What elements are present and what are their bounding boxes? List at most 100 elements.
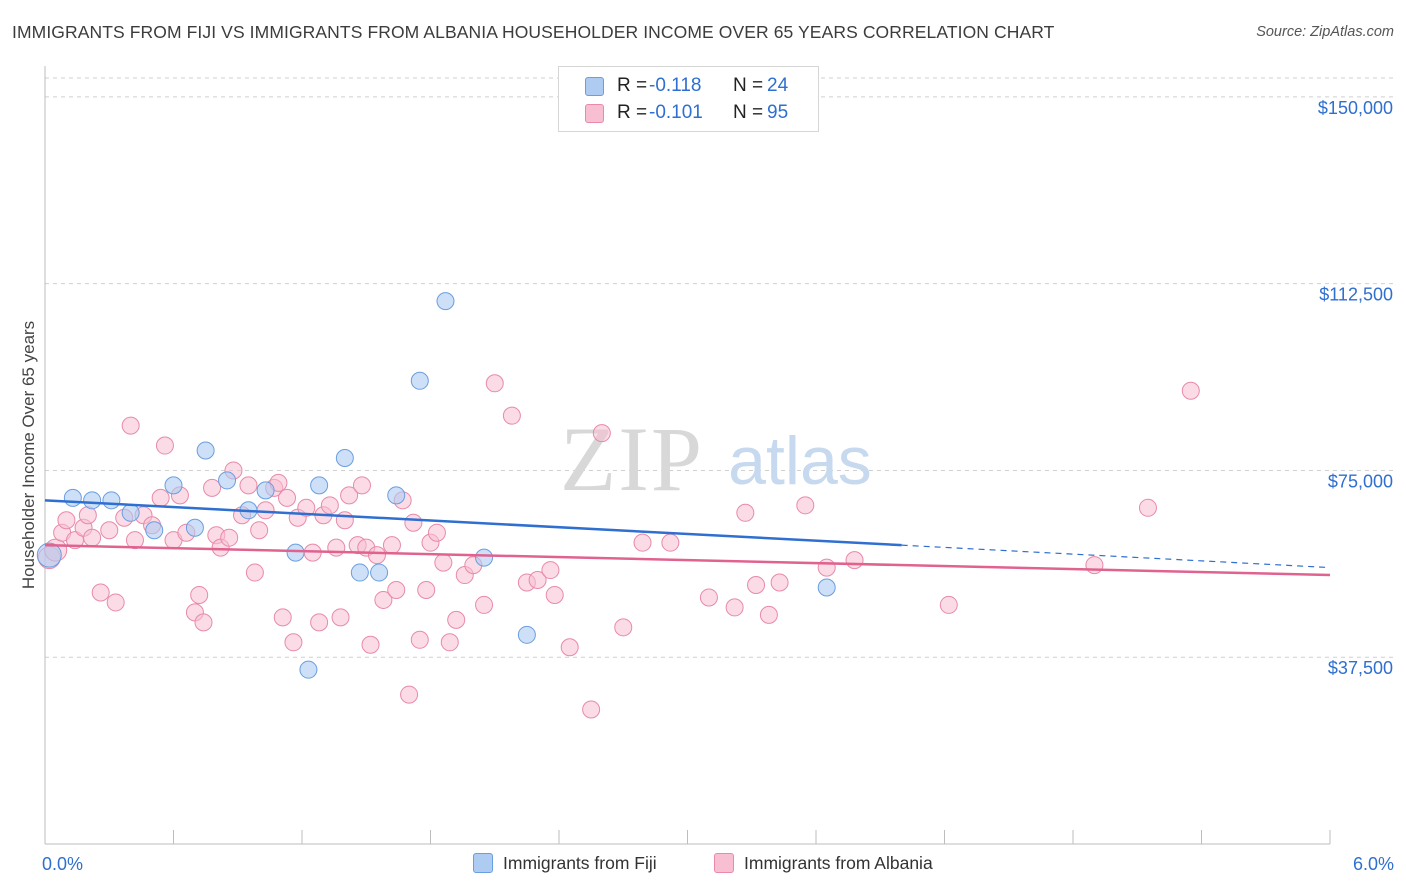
- legend-r-label: R =: [617, 102, 648, 123]
- legend-swatch-albania: [585, 104, 604, 123]
- axes: [44, 66, 1331, 845]
- albania-point: [106, 593, 125, 612]
- albania-point: [100, 521, 119, 540]
- albania-point: [256, 501, 275, 520]
- y-axis-title: Householder Income Over 65 years: [19, 321, 38, 589]
- fiji-point: [370, 563, 389, 582]
- albania-point: [770, 573, 789, 592]
- albania-point: [340, 486, 359, 505]
- legend-n-value-fiji: 24: [767, 75, 789, 96]
- source-credit: Source: ZipAtlas.com: [1256, 24, 1394, 40]
- x-tick-label-min: 0.0%: [42, 854, 83, 874]
- legend-r-value-fiji: -0.118: [649, 75, 702, 96]
- albania-point: [400, 685, 419, 704]
- albania-point: [796, 496, 815, 515]
- bottom-legend-label-albania: Immigrants from Albania: [744, 853, 933, 873]
- fiji-point: [218, 471, 237, 490]
- albania-point: [194, 613, 213, 632]
- fiji-point: [475, 548, 494, 567]
- trend-lines: [44, 499, 1331, 577]
- bottom-legend-fiji[interactable]: Immigrants from Fiji: [473, 853, 657, 874]
- albania-point: [361, 635, 380, 654]
- albania-point: [57, 511, 76, 530]
- fiji-point: [164, 476, 183, 495]
- albania-point: [387, 580, 406, 599]
- albania-point: [239, 476, 258, 495]
- albania-point: [125, 531, 144, 550]
- albania-point: [121, 416, 140, 435]
- fiji-point: [817, 578, 836, 597]
- albania-point: [545, 585, 564, 604]
- y-tick-label-3: $150,000: [1318, 98, 1393, 118]
- albania-point: [151, 488, 170, 507]
- correlation-legend: R = -0.118 N = 24 R = -0.101 N = 95: [558, 66, 819, 132]
- fiji-point: [335, 449, 354, 467]
- albania-point: [434, 553, 453, 572]
- legend-r-value-albania: -0.101: [649, 102, 703, 123]
- y-tick-label-2: $112,500: [1319, 285, 1393, 305]
- albania-point: [475, 595, 494, 614]
- bottom-legend-swatch-fiji: [473, 853, 493, 873]
- albania-point: [310, 613, 329, 632]
- fiji-point: [286, 543, 305, 562]
- albania-point: [273, 608, 292, 627]
- albania-point: [245, 563, 264, 582]
- albania-point: [633, 533, 652, 552]
- albania-point: [759, 605, 778, 624]
- albania-point: [404, 513, 423, 532]
- albania-point: [367, 546, 386, 565]
- fiji-point: [185, 518, 204, 537]
- albania-point: [592, 424, 611, 443]
- albania-point: [582, 700, 601, 719]
- bottom-legend-albania[interactable]: Immigrants from Albania: [714, 853, 933, 874]
- albania-point: [485, 374, 504, 393]
- albania-point: [1181, 381, 1200, 400]
- fiji-point: [83, 491, 102, 510]
- fiji-point: [299, 660, 318, 679]
- albania-point: [284, 633, 303, 652]
- albania-point: [560, 638, 579, 657]
- albania-point: [440, 633, 459, 652]
- bottom-legend-swatch-albania: [714, 853, 734, 873]
- legend-n-label: N =: [733, 75, 764, 96]
- albania-point: [352, 476, 371, 495]
- albania-point: [203, 478, 222, 497]
- albania-point: [91, 583, 110, 602]
- albania-point: [220, 528, 239, 547]
- albania-point: [614, 618, 633, 637]
- fiji-point: [102, 491, 121, 510]
- albania-point: [1138, 498, 1157, 517]
- albania-point: [327, 538, 346, 557]
- albania-points: [37, 374, 1200, 719]
- watermark: ZIP atlas: [560, 408, 872, 510]
- legend-r-label: R =: [617, 75, 648, 96]
- albania-point: [278, 488, 297, 507]
- albania-point: [845, 551, 864, 570]
- legend-n-value-albania: 95: [767, 102, 789, 123]
- fiji-point: [517, 625, 536, 644]
- albania-point: [817, 558, 836, 577]
- albania-point: [78, 506, 97, 525]
- fiji-trend-line: [44, 499, 902, 547]
- bottom-legend-label-fiji: Immigrants from Fiji: [503, 853, 657, 873]
- albania-point: [541, 561, 560, 580]
- albania-point: [699, 588, 718, 607]
- fiji-point: [145, 521, 164, 540]
- chart-title: IMMIGRANTS FROM FIJI VS IMMIGRANTS FROM …: [12, 22, 1055, 42]
- albania-point: [736, 503, 755, 522]
- albania-point: [374, 590, 393, 609]
- fiji-point: [196, 441, 215, 460]
- fiji-point: [36, 542, 62, 568]
- fiji-point: [256, 481, 275, 500]
- y-tick-label-1: $75,000: [1328, 471, 1393, 491]
- x-axis-tick-labels: 0.0% 6.0%: [42, 854, 1394, 874]
- fiji-point: [121, 503, 140, 522]
- watermark-zip: ZIP: [560, 408, 704, 510]
- albania-point: [1085, 556, 1104, 575]
- albania-point: [747, 576, 766, 595]
- albania-point: [83, 528, 102, 547]
- legend-swatch-fiji: [585, 77, 604, 96]
- albania-trend-line: [44, 543, 1331, 577]
- albania-point: [335, 511, 354, 530]
- albania-point: [190, 585, 209, 604]
